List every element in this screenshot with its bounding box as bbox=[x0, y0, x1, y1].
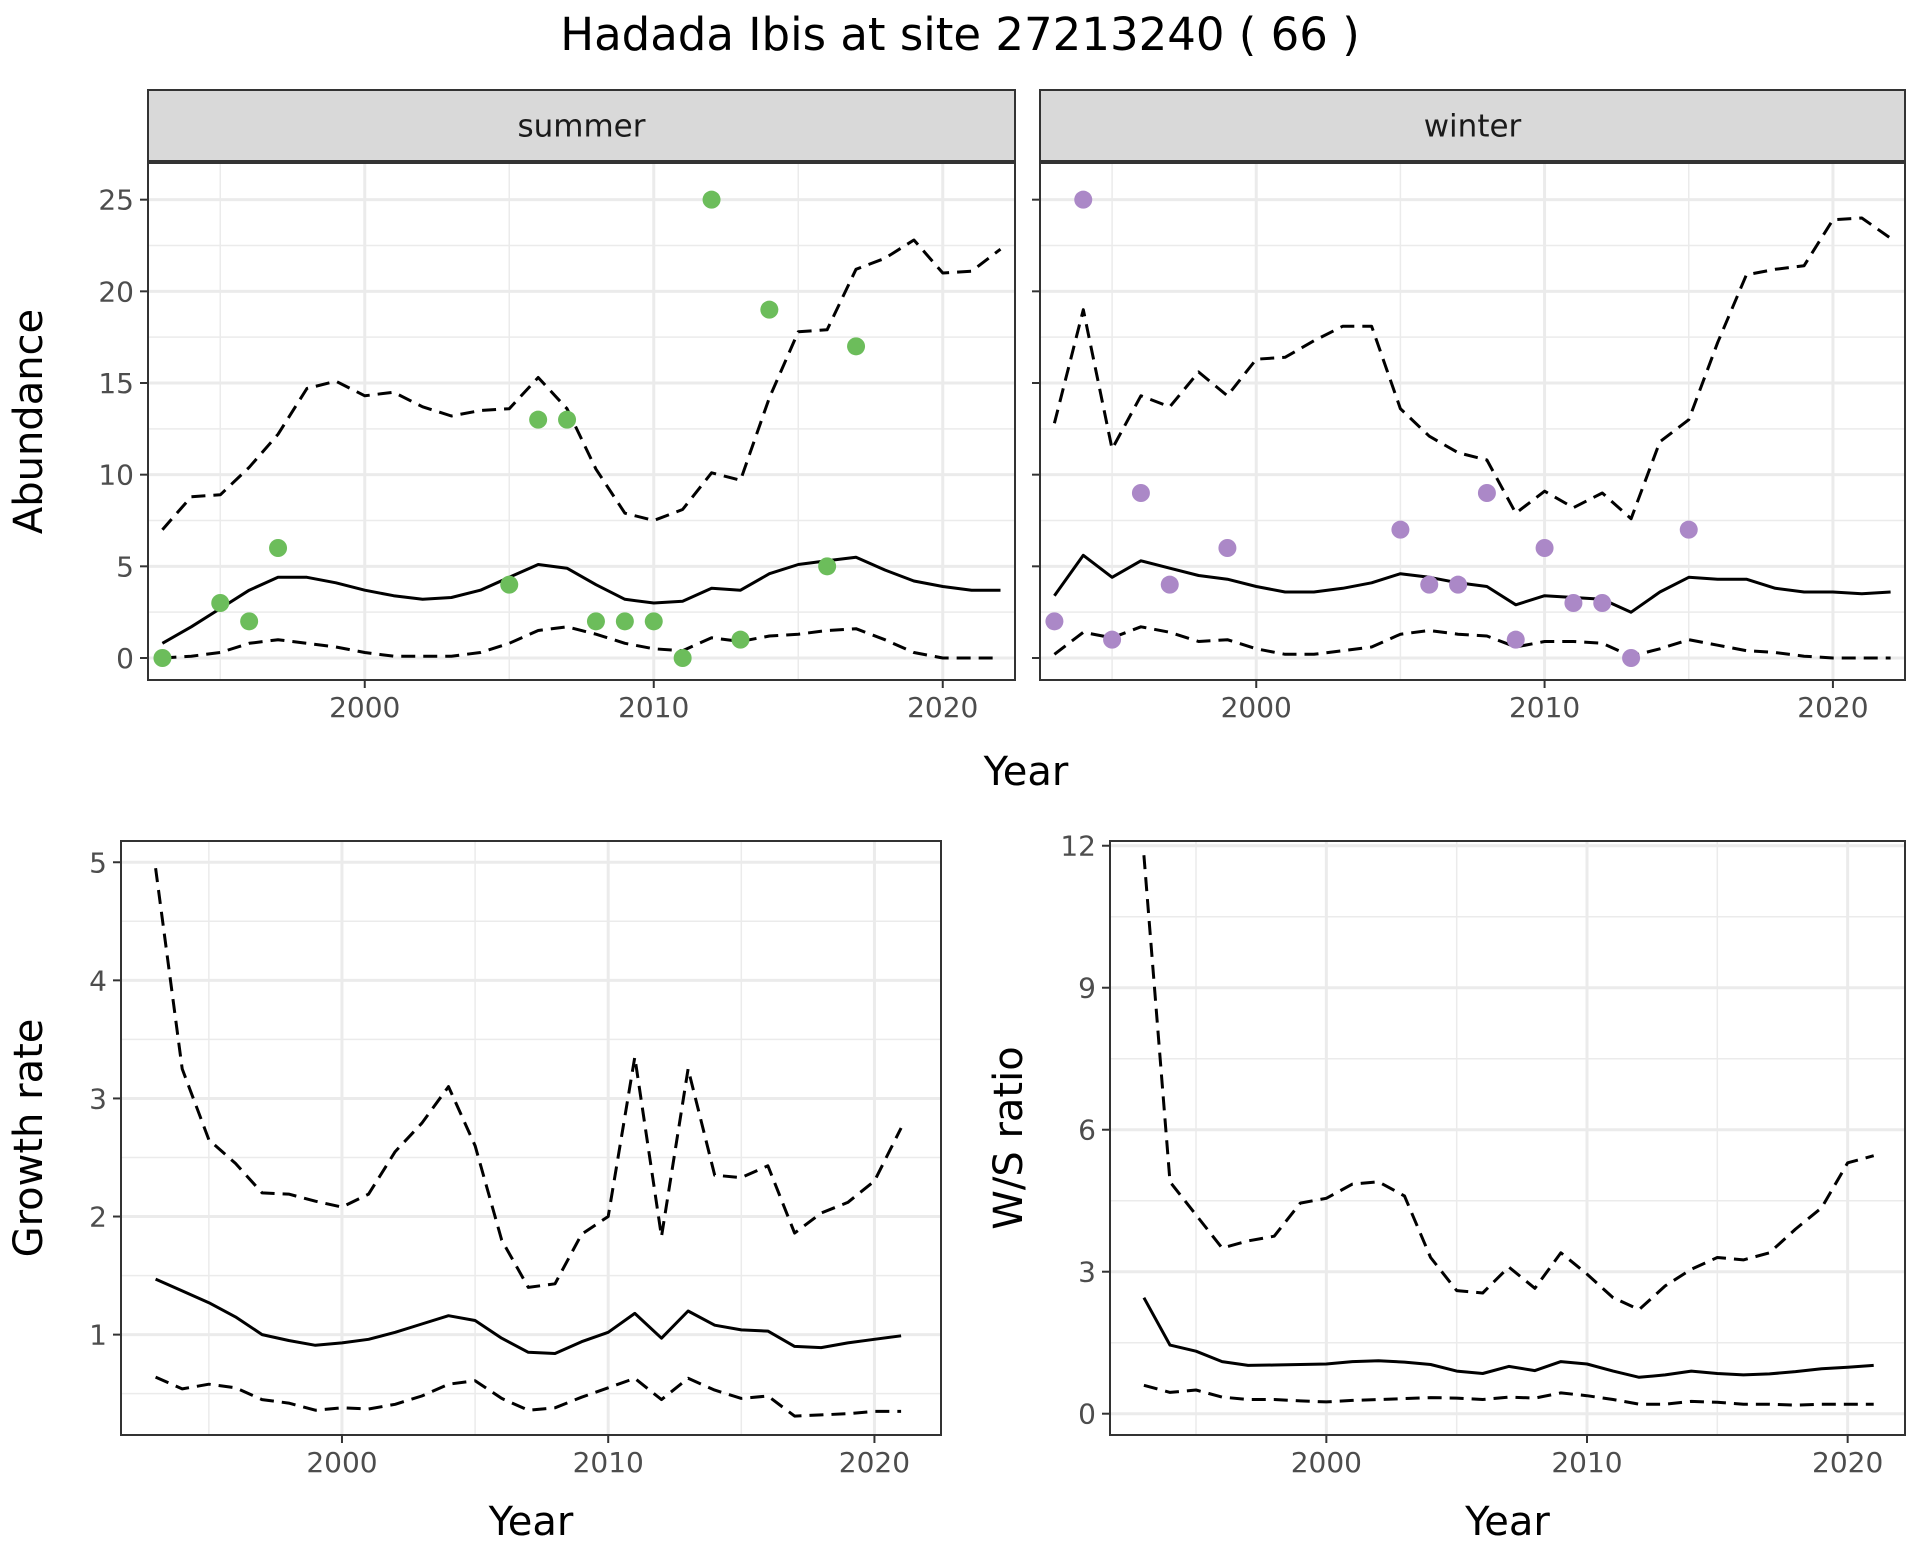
series-line-estimate bbox=[154, 1277, 902, 1355]
data-point bbox=[731, 630, 750, 649]
x-tick-label: 2020 bbox=[1812, 1446, 1883, 1479]
series-line-estimate bbox=[161, 555, 1001, 645]
y-tick-label: 2 bbox=[89, 1201, 107, 1234]
x-tick-label: 2010 bbox=[573, 1446, 644, 1479]
y-tick-label: 20 bbox=[98, 275, 134, 308]
y-tick-label: 5 bbox=[116, 550, 134, 583]
data-point bbox=[1391, 520, 1410, 539]
data-point bbox=[644, 612, 663, 631]
y-tick-label: 9 bbox=[1078, 972, 1096, 1005]
x-axis-title-top-row: Year bbox=[983, 749, 1069, 795]
x-tick-label: 2000 bbox=[329, 691, 400, 724]
panel-ws-ratio: 2000 2010 2020 0 3 6 9 12 Year W/S ratio bbox=[986, 830, 1906, 1545]
y-tick-label: 6 bbox=[1078, 1114, 1096, 1147]
facet-strip bbox=[1039, 89, 1906, 162]
x-tick-label: 2010 bbox=[1551, 1446, 1622, 1479]
data-point bbox=[153, 649, 172, 667]
data-point bbox=[615, 612, 634, 631]
data-point bbox=[1506, 630, 1525, 649]
data-point bbox=[240, 612, 259, 631]
data-point bbox=[1449, 575, 1468, 594]
series-line-estimate bbox=[1053, 553, 1891, 614]
panel-border bbox=[120, 840, 942, 1436]
data-point bbox=[529, 410, 548, 429]
data-point bbox=[1218, 539, 1237, 557]
y-tick-label: 10 bbox=[98, 459, 134, 492]
y-tick-label: 5 bbox=[89, 846, 107, 879]
data-point bbox=[1593, 594, 1612, 612]
data-point bbox=[847, 337, 866, 356]
x-axis-title: Year bbox=[488, 1499, 574, 1545]
data-point bbox=[1420, 575, 1439, 594]
y-axis-title: W/S ratio bbox=[986, 1046, 1032, 1229]
panel-border bbox=[1039, 162, 1906, 681]
series-line-bound bbox=[1052, 216, 1892, 521]
data-point bbox=[1160, 575, 1179, 594]
data-point bbox=[1045, 612, 1064, 631]
y-tick-label: 25 bbox=[98, 184, 134, 217]
data-point bbox=[1131, 484, 1150, 502]
shared-axis-labels: Year bbox=[983, 749, 1069, 795]
y-tick-label: 3 bbox=[89, 1082, 107, 1115]
x-tick-label: 2000 bbox=[306, 1446, 377, 1479]
y-axis-title: Growth rate bbox=[6, 1019, 52, 1258]
data-point bbox=[673, 649, 692, 667]
y-tick-label: 0 bbox=[1078, 1398, 1096, 1431]
series-line-bound bbox=[1053, 625, 1891, 660]
panel-winter-abundance: winter 2000 2010 2020 bbox=[1032, 89, 1906, 724]
data-point bbox=[586, 612, 605, 631]
panel-border bbox=[1109, 840, 1906, 1436]
data-point bbox=[1074, 190, 1093, 209]
figure-title: Hadada Ibis at site 27213240 ( 66 ) bbox=[560, 8, 1360, 61]
series-line-bound bbox=[1143, 1383, 1874, 1407]
series-line-estimate bbox=[1142, 1296, 1874, 1379]
data-point bbox=[1564, 594, 1583, 612]
data-point bbox=[818, 557, 837, 576]
facet-strip-label: winter bbox=[1424, 109, 1522, 145]
series-line-bound bbox=[154, 868, 903, 1289]
data-point bbox=[558, 410, 577, 429]
series-line-bound bbox=[154, 1375, 902, 1418]
x-tick-label: 2020 bbox=[907, 691, 978, 724]
data-point bbox=[1535, 539, 1554, 557]
x-tick-label: 2020 bbox=[1797, 691, 1868, 724]
panel-border bbox=[147, 162, 1016, 681]
data-point bbox=[702, 190, 721, 209]
y-tick-label: 0 bbox=[116, 642, 134, 675]
data-point bbox=[1622, 649, 1641, 667]
y-tick-label: 1 bbox=[89, 1319, 107, 1352]
y-axis-title: Abundance bbox=[6, 309, 52, 534]
panel-growth-rate: 2000 2010 2020 1 2 3 4 5 Year Growth rate bbox=[6, 840, 942, 1545]
x-tick-label: 2000 bbox=[1291, 1446, 1362, 1479]
series-line-bound bbox=[1142, 855, 1875, 1312]
data-point bbox=[1679, 520, 1698, 539]
panel-summer-abundance: summer 2000 2010 2020 0 5 10 15 20 25 Abundance bbox=[6, 89, 1016, 724]
data-point bbox=[760, 300, 779, 319]
y-tick-label: 15 bbox=[98, 367, 134, 400]
y-tick-label: 12 bbox=[1060, 830, 1096, 863]
facet-strip-label: summer bbox=[517, 109, 645, 145]
x-tick-label: 2010 bbox=[618, 691, 689, 724]
x-tick-label: 2020 bbox=[839, 1446, 910, 1479]
data-point bbox=[211, 594, 230, 612]
x-tick-label: 2010 bbox=[1509, 691, 1580, 724]
data-point bbox=[1103, 630, 1122, 649]
y-tick-label: 4 bbox=[89, 964, 107, 997]
facet-strip bbox=[147, 89, 1016, 162]
data-point bbox=[1477, 484, 1496, 502]
y-tick-label: 3 bbox=[1078, 1256, 1096, 1289]
x-tick-label: 2000 bbox=[1221, 691, 1292, 724]
series-line-bound bbox=[162, 625, 1001, 660]
data-point bbox=[500, 575, 519, 594]
series-line-bound bbox=[161, 238, 1002, 531]
x-axis-title: Year bbox=[1464, 1499, 1550, 1545]
data-point bbox=[269, 539, 288, 557]
